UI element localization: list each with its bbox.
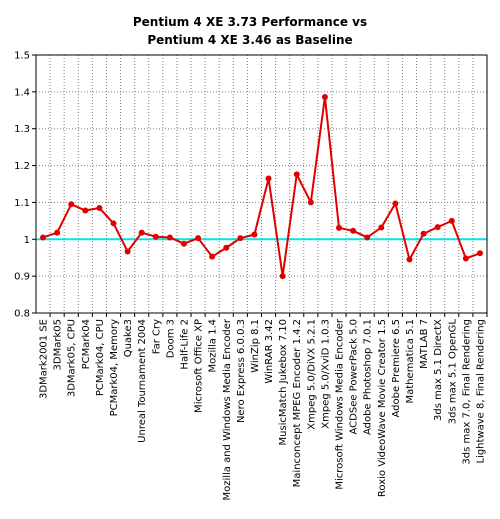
category-label: 3ds max 7.0, Final Rendering	[461, 319, 472, 465]
data-point	[68, 201, 75, 208]
category-label: PCMark04, CPU	[95, 319, 106, 396]
category-label: Roxio VideoWave Movie Creator 1.5	[377, 319, 388, 497]
data-point	[406, 256, 413, 263]
data-point	[138, 229, 145, 236]
category-label: PCMark04	[81, 319, 92, 369]
category-label: Adobe Photoshop 7.0.1	[363, 319, 374, 435]
data-point	[434, 224, 441, 231]
category-label: Far Cry	[151, 319, 162, 354]
category-label: Xmpeg 5.0/XviD 1.0.3	[320, 319, 331, 429]
y-tick-label: 1.4	[14, 87, 30, 98]
data-point	[265, 175, 272, 182]
category-label: Mozilla and Windows Media Encoder	[222, 318, 233, 500]
data-point	[293, 171, 300, 178]
category-label: MusicMatch Jukebox 7.10	[278, 319, 289, 446]
category-label: Mathematica 5.1	[405, 319, 416, 403]
series-line	[40, 94, 483, 280]
data-point	[476, 250, 483, 257]
category-label: Mainconcept MPEG Encoder 1.4.2	[292, 319, 303, 487]
data-point	[364, 234, 371, 241]
data-point	[321, 94, 328, 101]
data-point	[209, 253, 216, 260]
x-axis-labels: 3DMark2001 SE 3DMark05 3DMark05, CPU PCMark…	[39, 318, 487, 500]
data-point	[82, 207, 89, 214]
data-point	[462, 255, 469, 262]
y-tick-label: 1.5	[14, 51, 30, 62]
category-label: Microsoft Windows Media Encoder	[335, 318, 346, 489]
data-point	[420, 230, 427, 237]
y-tick-label: 0.8	[14, 309, 30, 320]
category-label: Microsoft Office XP	[194, 319, 205, 413]
series-line-path	[42, 96, 481, 278]
y-tick-label: 0.9	[14, 272, 30, 283]
data-point	[336, 224, 343, 231]
category-label: WinZip 8.1	[250, 319, 261, 373]
y-tick-label: 1.2	[14, 161, 30, 172]
category-label: 3DMark05, CPU	[67, 319, 78, 397]
category-label: 3ds max 5.1 OpenGL	[447, 319, 458, 425]
data-point	[195, 235, 202, 242]
data-point	[448, 217, 455, 224]
category-label: Adobe Premiere 6.5	[391, 319, 402, 418]
category-label: PCMark04, Memory	[109, 319, 120, 417]
category-label: Quake3	[123, 319, 134, 357]
category-label: Unreal Tournament 2004	[137, 319, 148, 443]
category-label: Doom 3	[165, 319, 176, 358]
axes	[35, 54, 488, 317]
data-point	[378, 224, 385, 231]
category-label: 3ds max 5.1 DirectX	[433, 319, 444, 421]
category-label: Xmpeg 5.0/DiVX 5.2.1	[306, 319, 317, 430]
y-tick-label: 1.3	[14, 124, 30, 135]
category-label: ACDSee PowerPack 5.0	[349, 319, 360, 435]
category-label: Lightwave 8, Final Rendering	[475, 319, 486, 464]
y-tick-label: 1.1	[14, 198, 30, 209]
data-point	[40, 234, 47, 241]
data-point	[350, 227, 357, 234]
data-point	[110, 220, 117, 227]
data-point	[223, 244, 230, 251]
data-point	[237, 235, 244, 242]
data-point	[96, 204, 103, 211]
gridlines	[36, 55, 487, 313]
category-label: Mozilla 1.4	[208, 319, 219, 373]
category-label: Nero Express 6.0.0.3	[236, 319, 247, 423]
data-point	[180, 240, 187, 247]
chart-subtitle: Pentium 4 XE 3.46 as Baseline	[147, 33, 352, 47]
y-axis-ticks: 0.8 0.9 1 1.1 1.2 1.3 1.4 1.5	[14, 51, 36, 320]
data-point	[307, 199, 314, 206]
category-label: 3DMark05	[53, 319, 64, 370]
data-point	[54, 229, 61, 236]
category-label: Half-Life 2	[179, 319, 190, 370]
chart-title: Pentium 4 XE 3.73 Performance vs	[133, 15, 367, 29]
category-label: 3DMark2001 SE	[39, 319, 50, 399]
category-label: WinRAR 3.42	[264, 319, 275, 384]
data-point	[152, 233, 159, 240]
y-tick-label: 1	[24, 235, 30, 246]
data-point	[251, 231, 258, 238]
data-point	[392, 200, 399, 207]
category-label: MATLAB 7	[419, 319, 430, 369]
data-point	[166, 234, 173, 241]
data-point	[279, 273, 286, 280]
data-point	[124, 248, 131, 255]
